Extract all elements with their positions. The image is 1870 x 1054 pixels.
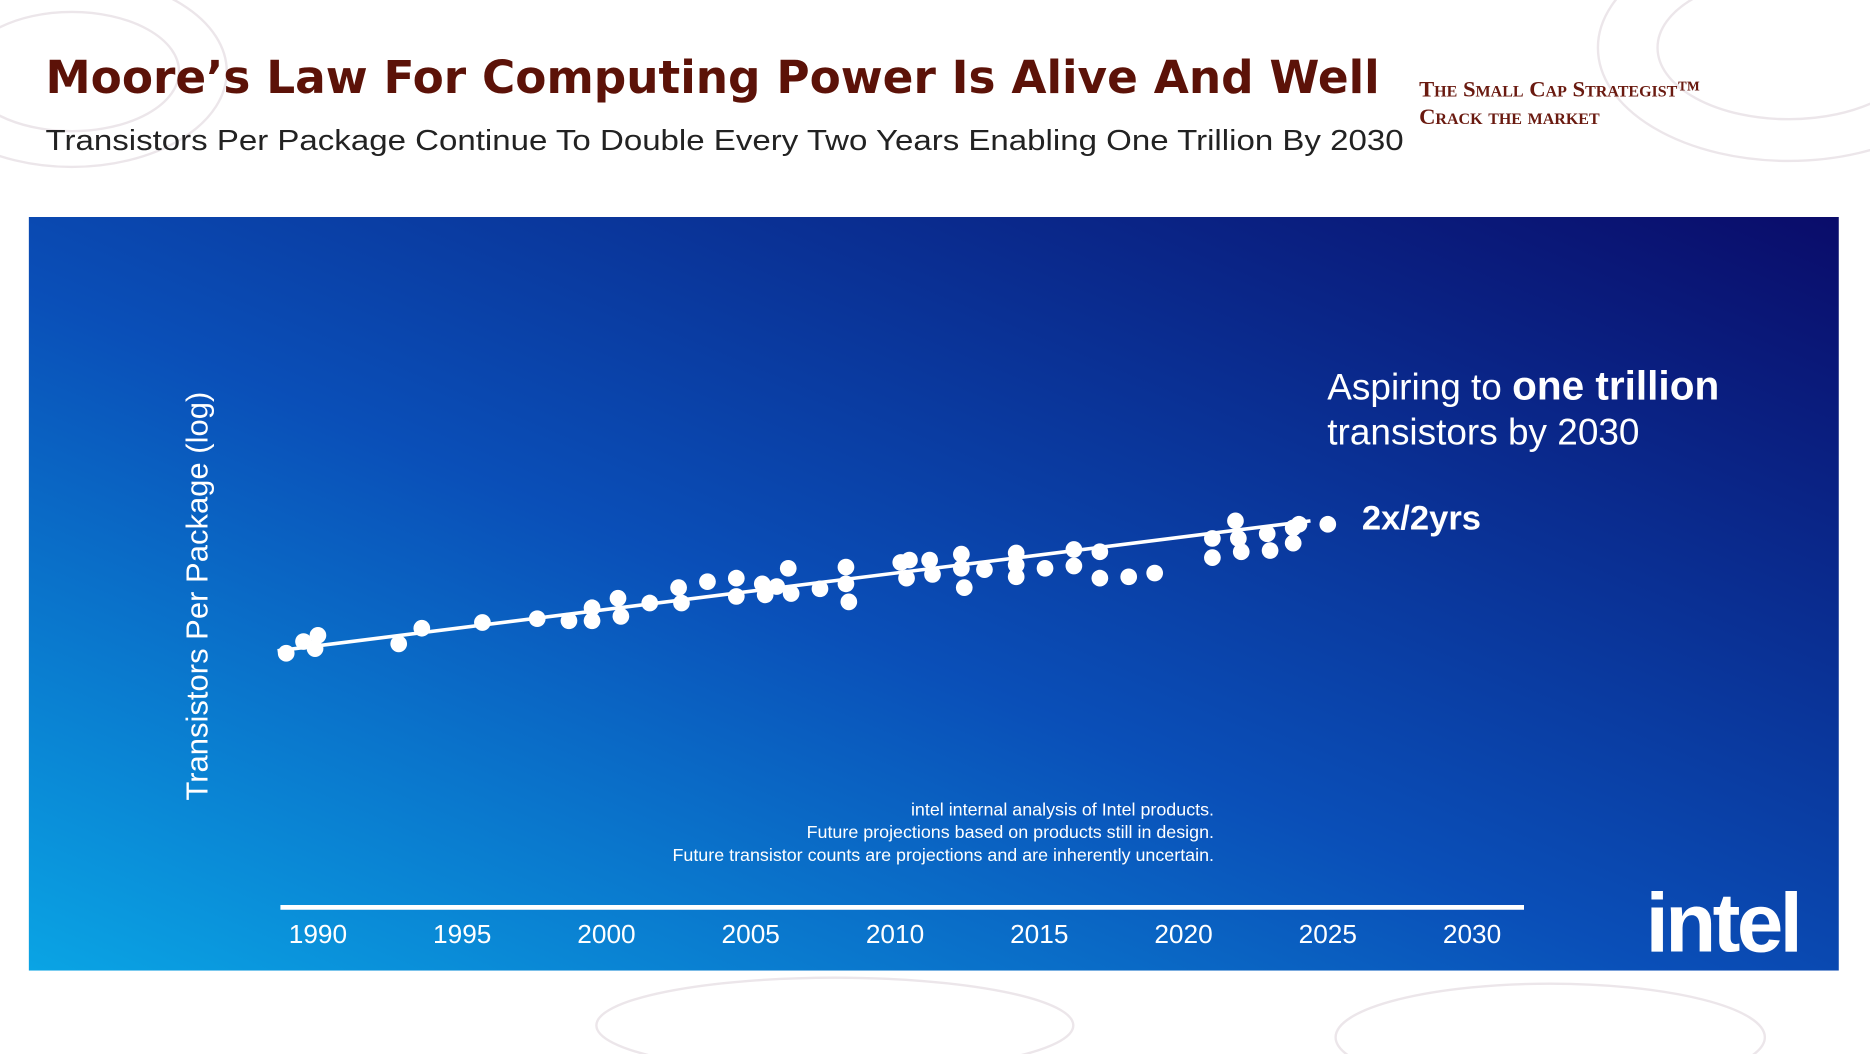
data-point xyxy=(413,619,431,637)
data-point xyxy=(612,608,630,625)
data-point xyxy=(670,579,687,596)
brand-name: The Small Cap Strategist™ xyxy=(1419,77,1700,102)
data-point xyxy=(953,545,970,563)
data-point xyxy=(921,551,938,569)
data-point xyxy=(641,594,659,612)
data-point xyxy=(901,551,918,569)
data-point xyxy=(1065,557,1083,575)
x-tick-label: 2005 xyxy=(722,919,780,949)
y-axis-label: Transistors Per Package (log) xyxy=(180,392,215,801)
data-point xyxy=(727,588,745,605)
brand-tagline: Crack the market xyxy=(1419,104,1600,129)
subtitle: Transistors Per Package Continue To Doub… xyxy=(46,125,1404,157)
data-point xyxy=(609,589,627,607)
data-point xyxy=(1065,541,1083,558)
data-point xyxy=(1091,543,1109,561)
data-point xyxy=(779,559,797,577)
data-point xyxy=(1290,515,1308,533)
data-point xyxy=(837,558,855,576)
data-point xyxy=(1204,530,1221,547)
data-point xyxy=(782,585,800,602)
data-point xyxy=(673,594,690,612)
data-point xyxy=(1007,544,1025,562)
plot-panel xyxy=(28,217,1839,971)
data-point xyxy=(924,566,941,583)
data-point xyxy=(768,578,786,595)
data-point xyxy=(1146,564,1164,582)
data-point xyxy=(1204,549,1221,566)
data-point xyxy=(727,569,745,587)
data-point xyxy=(1230,530,1247,547)
data-point xyxy=(811,580,829,598)
data-point xyxy=(1007,556,1025,574)
data-point xyxy=(1007,568,1025,586)
data-point xyxy=(976,561,993,579)
logo: intel xyxy=(1646,875,1800,969)
data-point xyxy=(699,573,716,591)
data-point xyxy=(1091,569,1109,587)
footnote: Future transistor counts are projections… xyxy=(672,845,1214,865)
x-tick-label: 1995 xyxy=(433,919,491,949)
x-tick-label: 1990 xyxy=(289,919,347,949)
data-point xyxy=(583,612,601,630)
title: Moore’s Law For Computing Power Is Alive… xyxy=(46,51,1380,104)
x-tick-label: 2015 xyxy=(1010,919,1068,949)
data-point xyxy=(583,599,601,617)
data-point xyxy=(898,569,915,587)
x-tick-label: 2020 xyxy=(1154,919,1212,949)
data-point xyxy=(277,644,295,662)
data-point xyxy=(1120,568,1138,586)
data-point xyxy=(474,614,491,631)
footnote: intel internal analysis of Intel product… xyxy=(911,800,1214,820)
data-point xyxy=(1284,534,1302,552)
footnote: Future projections based on products sti… xyxy=(807,822,1214,842)
x-tick-label: 2010 xyxy=(866,919,924,949)
annotation: Aspiring to one trillion xyxy=(1327,362,1719,408)
x-tick-label: 2000 xyxy=(577,919,635,949)
data-point xyxy=(756,586,774,604)
data-point xyxy=(953,559,970,577)
data-point xyxy=(390,635,408,653)
data-point xyxy=(840,593,858,611)
data-point xyxy=(1319,515,1337,533)
data-point xyxy=(560,612,578,630)
data-point xyxy=(955,579,973,596)
data-point xyxy=(306,640,324,657)
data-point xyxy=(837,575,855,593)
x-tick-label: 2025 xyxy=(1299,919,1357,949)
x-tick-label: 2030 xyxy=(1443,919,1501,949)
data-point xyxy=(1258,525,1276,543)
data-point xyxy=(1232,543,1250,561)
annotation-text: Aspiring to xyxy=(1327,366,1512,407)
data-point xyxy=(528,610,546,628)
annotation-text: transistors by 2030 xyxy=(1327,412,1639,453)
data-point xyxy=(1261,542,1279,559)
data-point xyxy=(1036,559,1054,577)
data-point xyxy=(1227,512,1244,530)
trend-label: 2x/2yrs xyxy=(1362,499,1481,537)
annotation-bold: one trillion xyxy=(1512,362,1719,408)
data-point xyxy=(309,627,327,644)
